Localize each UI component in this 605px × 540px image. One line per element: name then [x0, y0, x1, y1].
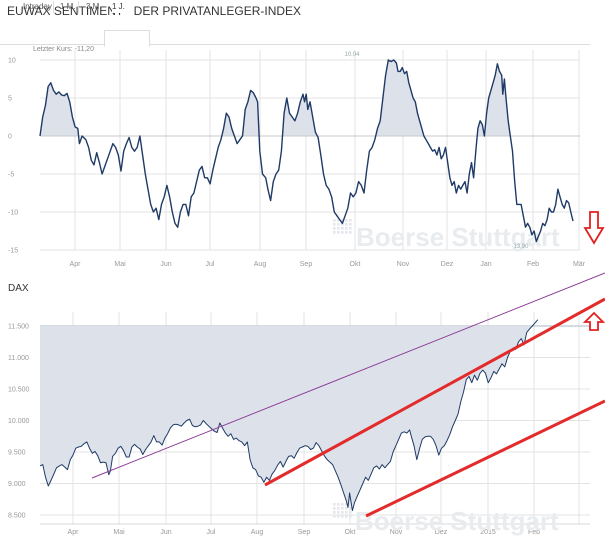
- dax-chart-title: DAX: [8, 283, 29, 294]
- x-tick-label: Feb: [527, 261, 539, 268]
- x-tick-label: Jan: [480, 261, 491, 268]
- y-tick-label: -10: [8, 210, 18, 217]
- x-tick-label: Nov: [390, 529, 403, 536]
- x-tick-label: Aug: [251, 529, 264, 536]
- y-tick-label: 0: [8, 134, 12, 141]
- y-tick-label: 10.500: [8, 387, 30, 394]
- last-price-label: Letzter Kurs: -11,20: [33, 46, 94, 53]
- tab-intraday[interactable]: Intraday: [23, 1, 54, 13]
- min-annotation: -13,90: [511, 244, 529, 250]
- x-tick-label: Dez: [441, 261, 454, 268]
- timeframe-tabs: [0, 30, 590, 45]
- x-tick-label: Feb: [528, 529, 540, 536]
- y-tick-label: -15: [8, 248, 18, 255]
- y-tick-label: 9.000: [8, 481, 26, 488]
- purple-resistance-trendline: [91, 272, 605, 479]
- tab-3m[interactable]: 3 M.: [86, 2, 102, 11]
- tab-1m[interactable]: 1 M.: [60, 1, 79, 13]
- watermark-text: Boerse Stuttgart: [355, 506, 559, 536]
- active-tab-frame: [104, 30, 150, 47]
- x-tick-label: Mai: [113, 529, 125, 536]
- x-tick-label: Sep: [298, 529, 311, 536]
- x-tick-label: Aug: [254, 261, 267, 268]
- up-arrow-icon: [582, 311, 605, 331]
- y-tick-label: 11.500: [8, 324, 29, 331]
- y-tick-label: 10: [8, 58, 16, 65]
- x-tick-label: Apr: [68, 529, 80, 536]
- y-tick-label: 9.500: [8, 450, 26, 457]
- x-tick-label: Jul: [206, 261, 215, 268]
- max-annotation: 10,04: [344, 52, 360, 58]
- y-tick-label: 10.000: [8, 418, 30, 425]
- x-tick-label: Sep: [300, 261, 313, 268]
- x-tick-label: Mai: [114, 261, 126, 268]
- y-tick-label: 5: [8, 96, 12, 103]
- page-title: EUWAX SENTIMENT - DER PRIVATANLEGER-INDE…: [7, 4, 302, 18]
- sentiment-chart: 10 5 0 -5 -10 -15 Apr Mai Jun Jul Aug Sep Okt Nov Dez J…: [8, 50, 605, 268]
- x-tick-label: Apr: [70, 261, 82, 268]
- y-tick-label: 8.500: [8, 513, 26, 520]
- x-tick-label: Nov: [397, 261, 410, 268]
- x-tick-label: Mär: [573, 261, 586, 268]
- x-tick-label: Okt: [345, 529, 356, 536]
- x-tick-label: Okt: [350, 261, 361, 268]
- dax-line: [39, 319, 539, 512]
- sentiment-line: [39, 59, 574, 243]
- watermark-logo: [333, 503, 352, 518]
- red-channel-upper-trendline: [264, 297, 605, 487]
- watermark-logo: [333, 219, 352, 234]
- y-tick-label: -5: [8, 172, 14, 179]
- x-tick-label: Jun: [160, 529, 171, 536]
- tab-1y[interactable]: 1 J.: [112, 1, 130, 13]
- down-arrow-icon: [583, 211, 605, 245]
- dax-area-fill: [40, 326, 538, 511]
- x-tick-label: Jul: [207, 529, 216, 536]
- x-tick-label: Jun: [160, 261, 171, 268]
- red-channel-lower-trendline: [365, 399, 605, 518]
- y-tick-label: 11.000: [8, 355, 29, 362]
- x-tick-label: 2015: [480, 529, 496, 536]
- x-tick-label: Dez: [435, 529, 448, 536]
